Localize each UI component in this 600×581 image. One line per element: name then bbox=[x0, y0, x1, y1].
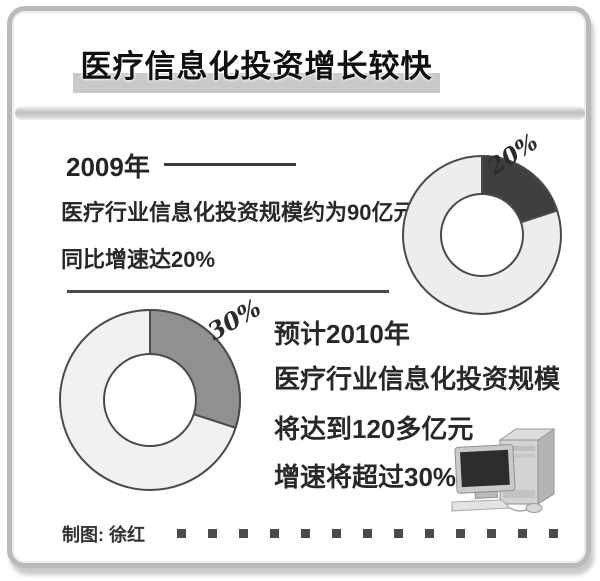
forecast-2010-year-text: 预计2010年 bbox=[274, 319, 410, 349]
section-divider-rule bbox=[67, 290, 389, 293]
year-2009-label: 2009年 bbox=[66, 152, 150, 182]
invest-2009-growth-text: 同比增速达20% bbox=[61, 247, 216, 272]
title-highlight-bar bbox=[73, 73, 440, 93]
dotted-separator bbox=[177, 529, 563, 538]
header-divider-band bbox=[15, 106, 585, 120]
donut-chart-2009 bbox=[398, 151, 566, 319]
donut-chart-2010 bbox=[57, 307, 243, 493]
chart-title: 医疗信息化投资增长较快 bbox=[80, 49, 433, 84]
year-2009-rule bbox=[164, 163, 296, 166]
credit-label: 制图: 徐红 bbox=[62, 525, 145, 545]
forecast-2010-growth-text: 增速将超过30% bbox=[274, 462, 457, 492]
forecast-2010-scale-text: 医疗行业信息化投资规模 bbox=[274, 364, 561, 394]
forecast-2010-amount-text: 将达到120多亿元 bbox=[274, 414, 474, 444]
invest-2009-scale-text: 医疗行业信息化投资规模约为90亿元 bbox=[61, 200, 416, 225]
desktop-computer-icon bbox=[450, 420, 568, 516]
